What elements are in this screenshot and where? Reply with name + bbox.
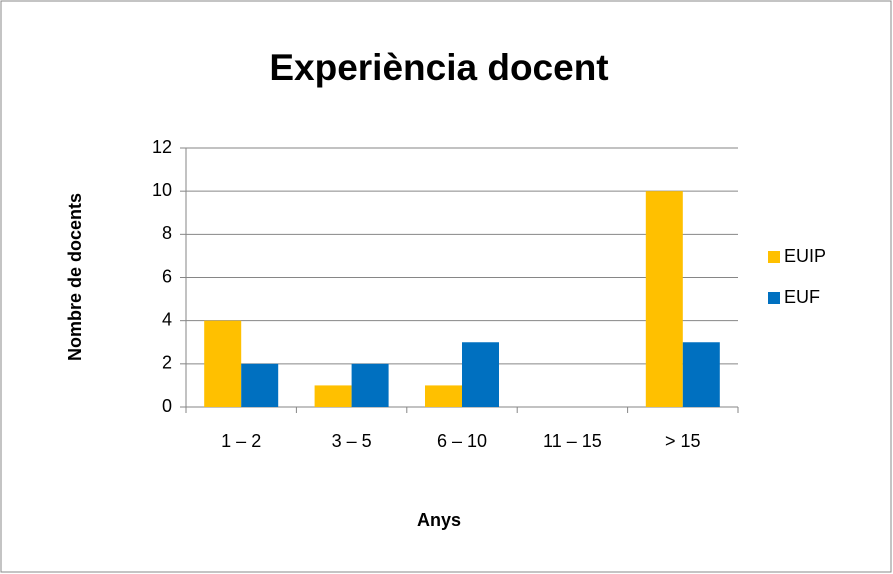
bar	[682, 342, 720, 407]
y-tick-label: 4	[162, 309, 172, 329]
x-tick-label: 1 – 2	[221, 431, 261, 451]
legend-label: EUF	[784, 287, 820, 307]
bar	[204, 320, 242, 407]
y-tick-label: 12	[152, 137, 172, 157]
y-tick-label: 2	[162, 353, 172, 373]
legend-swatch	[768, 251, 780, 263]
bar	[351, 363, 389, 407]
legend-label: EUIP	[784, 246, 826, 266]
x-tick-label: 6 – 10	[437, 431, 487, 451]
x-tick-label: 11 – 15	[543, 431, 602, 451]
y-tick-label: 0	[162, 396, 172, 416]
chart-title: Experiència docent	[269, 47, 608, 88]
bar	[241, 363, 279, 407]
x-axis-label: Anys	[417, 510, 461, 530]
bar	[645, 191, 683, 407]
y-tick-label: 10	[152, 180, 172, 200]
y-tick-label: 6	[162, 266, 172, 286]
y-tick-label: 8	[162, 223, 172, 243]
bar	[462, 342, 499, 407]
y-axis-label: Nombre de docents	[65, 193, 85, 361]
legend-swatch	[768, 292, 780, 304]
x-tick-label: 3 – 5	[332, 431, 372, 451]
x-tick-label: > 15	[665, 431, 701, 451]
bar	[425, 385, 462, 407]
bar	[314, 385, 352, 407]
